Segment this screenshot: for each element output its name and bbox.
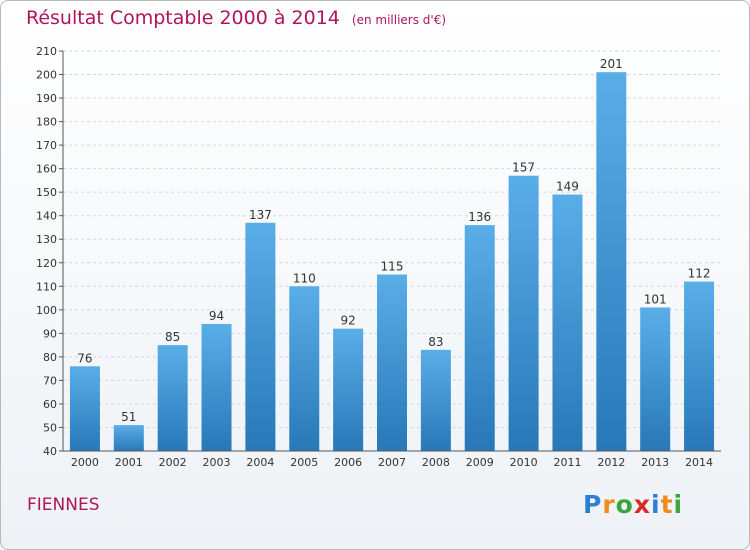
y-tick-label: 110: [36, 280, 57, 293]
logo-letter: x: [633, 490, 651, 519]
chart-title: Résultat Comptable 2000 à 2014 (en millie…: [26, 7, 446, 29]
x-tick-label: 2005: [290, 456, 318, 469]
commune-name: FIENNES: [27, 495, 100, 515]
y-tick-label: 100: [36, 304, 57, 317]
x-tick-label: 2010: [510, 456, 538, 469]
bar-value-label: 201: [600, 57, 623, 71]
x-tick-label: 2009: [466, 456, 494, 469]
bar-2009: [464, 225, 495, 451]
y-tick-label: 90: [43, 327, 57, 340]
bar-value-label: 76: [77, 351, 92, 365]
bar-2012: [596, 72, 627, 452]
bar-value-label: 149: [556, 180, 579, 194]
bar-2003: [201, 323, 232, 451]
bar-value-label: 157: [512, 161, 535, 175]
y-tick-label: 80: [43, 351, 57, 364]
bar-value-label: 115: [381, 260, 404, 274]
y-tick-label: 60: [43, 398, 57, 411]
x-tick-label: 2008: [422, 456, 450, 469]
bar-2004: [245, 222, 276, 451]
x-tick-label: 2012: [597, 456, 625, 469]
x-tick-label: 2011: [553, 456, 581, 469]
bar-2002: [157, 345, 188, 451]
logo-letter: P: [583, 490, 603, 519]
logo-letter: t: [660, 490, 674, 519]
y-tick-label: 150: [36, 186, 57, 199]
bar-2014: [684, 281, 715, 451]
logo-letter: i: [651, 490, 661, 519]
title-text: Résultat Comptable 2000 à 2014: [26, 7, 340, 29]
bar-value-label: 101: [644, 292, 667, 306]
y-tick-label: 140: [36, 210, 57, 223]
x-tick-label: 2002: [159, 456, 187, 469]
y-tick-label: 130: [36, 233, 57, 246]
bar-value-label: 110: [293, 271, 316, 285]
x-tick-label: 2006: [334, 456, 362, 469]
y-tick-label: 190: [36, 92, 57, 105]
y-tick-label: 170: [36, 139, 57, 152]
logo-letter: o: [615, 490, 634, 519]
y-tick-label: 50: [43, 421, 57, 434]
bar-value-label: 51: [121, 410, 136, 424]
bar-2000: [69, 366, 100, 451]
bar-value-label: 92: [340, 314, 355, 328]
y-tick-label: 160: [36, 163, 57, 176]
chart-subtitle: (en milliers d'€): [351, 13, 447, 27]
proxiti-logo: Proxiti: [583, 490, 683, 519]
x-tick-label: 2001: [115, 456, 143, 469]
logo-letter: r: [602, 490, 616, 519]
bar-2001: [113, 425, 144, 451]
bar-2006: [333, 328, 364, 451]
bar-value-label: 137: [249, 208, 272, 222]
bars: 76 51 85 94 137 110 92 115 83 136 157 149 201 101 112: [69, 57, 715, 452]
y-tick-label: 180: [36, 116, 57, 129]
bar-value-label: 136: [468, 210, 491, 224]
bar-2007: [377, 274, 407, 451]
y-axis: 40 50 60 70 80 90 100 110 120 130 140 150 160 170 180 1…: [36, 45, 64, 458]
x-tick-label: 2013: [641, 456, 669, 469]
bar-2005: [289, 286, 320, 451]
bar-2008: [420, 349, 451, 451]
y-tick-label: 40: [43, 445, 57, 458]
y-tick-label: 200: [36, 69, 57, 82]
y-tick-label: 70: [43, 374, 57, 387]
y-tick-label: 120: [36, 257, 57, 270]
bar-value-label: 94: [209, 309, 224, 323]
bar-value-label: 112: [688, 267, 711, 281]
bar-2011: [552, 194, 583, 451]
bar-value-label: 85: [165, 330, 180, 344]
bar-value-label: 83: [428, 335, 443, 349]
y-tick-label: 210: [36, 45, 57, 58]
bar-2013: [640, 307, 671, 451]
x-axis: 2000 2001 2002 2003 2004 2005 2006 2007 2008 2009…: [63, 450, 721, 469]
x-tick-label: 2014: [685, 456, 713, 469]
x-tick-label: 2003: [203, 456, 231, 469]
x-tick-label: 2000: [71, 456, 99, 469]
bar-2010: [508, 175, 539, 452]
x-tick-label: 2004: [246, 456, 274, 469]
logo-letter: i: [673, 490, 684, 519]
x-tick-label: 2007: [378, 456, 406, 469]
